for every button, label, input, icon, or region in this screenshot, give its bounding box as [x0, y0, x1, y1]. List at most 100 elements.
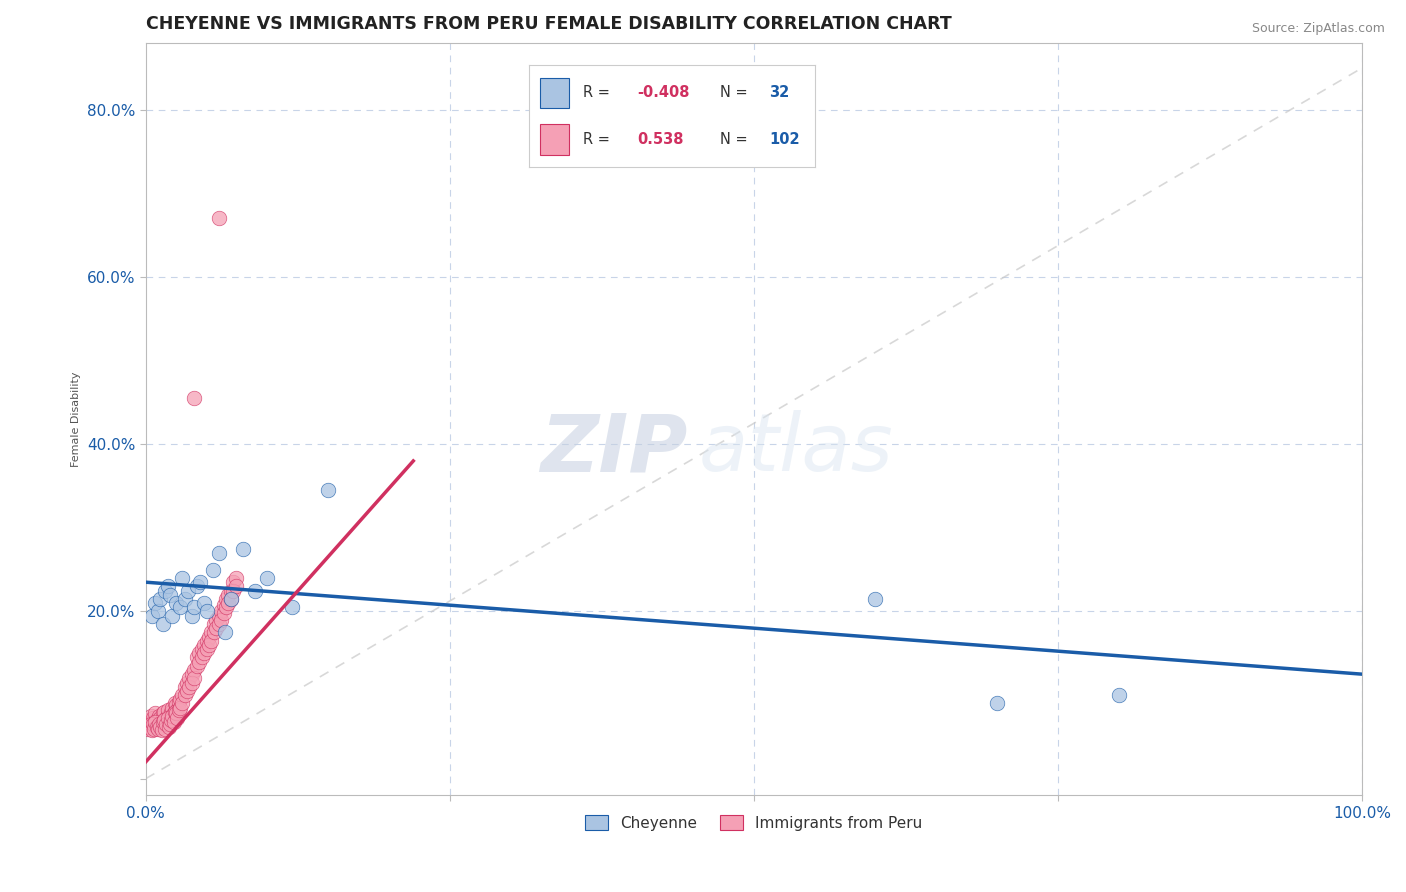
Point [225, 579, 247, 593]
Point [145, 596, 167, 610]
Point [193, 596, 215, 610]
Text: ZIP: ZIP [540, 410, 688, 488]
Point [177, 583, 200, 598]
Point [160, 713, 183, 727]
Point [157, 713, 180, 727]
Point [145, 720, 167, 734]
Point [143, 717, 166, 731]
Point [190, 575, 212, 590]
Point [176, 675, 198, 690]
Point [159, 717, 181, 731]
Text: Source: ZipAtlas.com: Source: ZipAtlas.com [1251, 22, 1385, 36]
Point [280, 600, 302, 615]
Point [186, 658, 208, 673]
Point [153, 705, 176, 719]
Point [173, 688, 195, 702]
Point [169, 700, 191, 714]
Point [136, 717, 159, 731]
Point [142, 711, 165, 725]
Point [208, 608, 231, 623]
Point [219, 591, 242, 606]
Point [212, 606, 235, 620]
Point [209, 604, 232, 618]
Point [181, 608, 204, 623]
Point [146, 722, 169, 736]
Point [152, 706, 174, 721]
Point [149, 711, 172, 725]
Point [176, 684, 198, 698]
Text: CHEYENNE VS IMMIGRANTS FROM PERU FEMALE DISABILITY CORRELATION CHART: CHEYENNE VS IMMIGRANTS FROM PERU FEMALE … [146, 15, 952, 33]
Point [201, 563, 224, 577]
Point [145, 714, 167, 729]
Point [148, 717, 170, 731]
Point [165, 698, 187, 712]
Point [166, 711, 188, 725]
Point [205, 613, 228, 627]
Point [183, 600, 205, 615]
Point [222, 575, 245, 590]
Y-axis label: Female Disability: Female Disability [72, 371, 82, 467]
Point [163, 705, 186, 719]
Point [217, 588, 239, 602]
Point [195, 642, 218, 657]
Point [156, 703, 179, 717]
Point [145, 713, 167, 727]
Point [141, 714, 163, 729]
Point [202, 617, 225, 632]
Point [214, 625, 236, 640]
Point [167, 703, 190, 717]
Point [200, 625, 222, 640]
Point [153, 713, 176, 727]
Point [222, 583, 245, 598]
Point [153, 722, 176, 736]
Point [141, 723, 163, 738]
Point [212, 598, 235, 612]
Text: atlas: atlas [699, 410, 894, 488]
Point [162, 608, 184, 623]
Point [149, 591, 172, 606]
Point [1108, 688, 1130, 702]
Point [156, 579, 179, 593]
Point [165, 706, 187, 721]
Point [149, 720, 172, 734]
Point [165, 596, 187, 610]
Point [159, 709, 181, 723]
Point [136, 722, 159, 736]
Point [163, 714, 186, 729]
Point [169, 692, 191, 706]
Point [159, 588, 181, 602]
Point [183, 671, 205, 685]
Point [152, 714, 174, 729]
Point [188, 646, 211, 660]
Point [195, 604, 218, 618]
Point [153, 583, 176, 598]
Point [208, 546, 231, 560]
Point [195, 633, 218, 648]
Point [172, 688, 194, 702]
Point [167, 695, 190, 709]
Point [183, 663, 205, 677]
Point [146, 604, 169, 618]
Point [166, 703, 188, 717]
Point [986, 697, 1008, 711]
Point [138, 720, 160, 734]
Point [186, 650, 208, 665]
Point [208, 211, 231, 226]
Point [143, 722, 166, 736]
Point [183, 391, 205, 405]
Point [316, 483, 339, 498]
Point [190, 650, 212, 665]
Point [153, 714, 176, 729]
Point [181, 675, 204, 690]
Point [200, 633, 222, 648]
Point [145, 706, 167, 721]
Point [215, 591, 238, 606]
Point [198, 638, 221, 652]
Point [219, 583, 242, 598]
Point [243, 583, 266, 598]
Point [193, 646, 215, 660]
Point [173, 591, 195, 606]
Point [141, 608, 163, 623]
Point [217, 596, 239, 610]
Point [208, 617, 231, 632]
